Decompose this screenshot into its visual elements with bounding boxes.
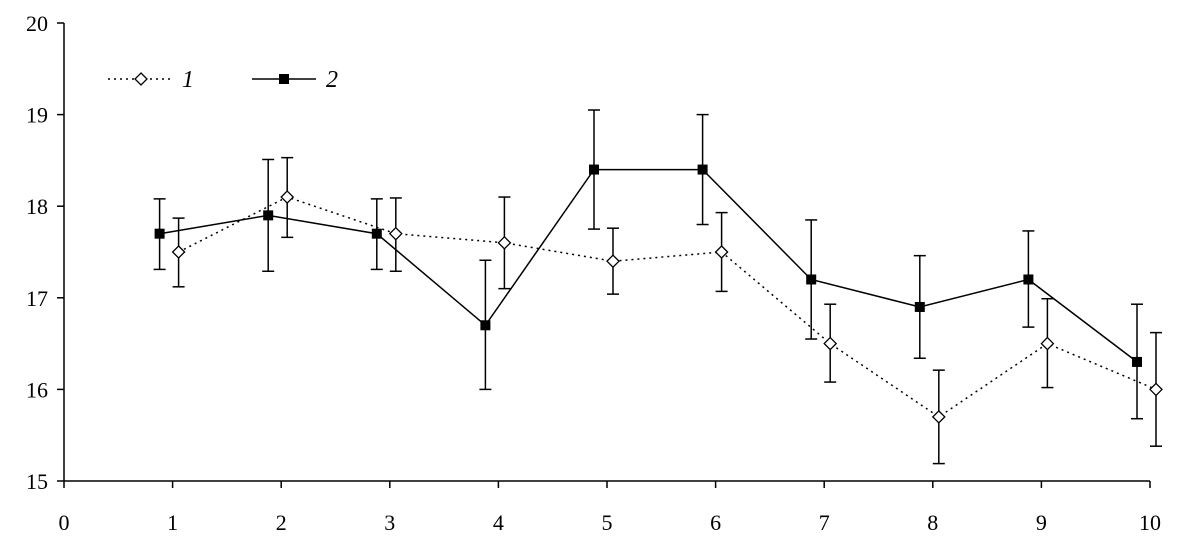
data-point-square [263, 210, 274, 221]
x-tick-label: 4 [493, 510, 504, 535]
data-point-diamond [388, 226, 403, 241]
y-tick-label: 20 [26, 11, 48, 36]
legend-marker-2 [279, 74, 289, 84]
series-group [153, 109, 1163, 465]
x-tick-label: 10 [1139, 510, 1161, 535]
y-tick-label: 16 [26, 377, 48, 402]
data-point-diamond [280, 190, 295, 204]
data-point-diamond [1040, 336, 1055, 351]
legend-marker-1 [134, 72, 148, 86]
y-tick-label: 18 [26, 194, 48, 219]
y-tick-label: 15 [26, 469, 48, 494]
data-point-diamond [171, 245, 186, 259]
x-tick-label: 3 [384, 510, 395, 535]
data-point-square [697, 164, 708, 175]
data-point-diamond [606, 254, 620, 269]
data-point-square [1132, 356, 1142, 367]
data-point-square [371, 228, 382, 239]
x-tick-label: 6 [710, 510, 721, 535]
data-point-diamond [714, 245, 729, 259]
x-tick-label: 2 [276, 510, 287, 535]
legend-label-2: 2 [326, 67, 338, 93]
axes [63, 23, 1150, 482]
series-1 [171, 156, 1163, 465]
data-point-square [914, 301, 925, 312]
x-tick-label: 8 [927, 510, 938, 535]
data-point-diamond [931, 409, 946, 424]
x-tick-label: 0 [59, 510, 70, 535]
series-2 [153, 109, 1143, 420]
tick-group: 0 1 2 3 4 5 6 7 8 9 10 15 16 17 18 19 20 [26, 11, 1161, 535]
series-line-1 [178, 196, 1157, 418]
legend-label-1: 1 [182, 67, 194, 93]
y-tick-label: 19 [26, 103, 48, 128]
x-tick-label: 1 [167, 510, 178, 535]
data-point-square [154, 228, 165, 239]
series-line-2 [159, 168, 1138, 363]
x-tick-label: 9 [1036, 510, 1047, 535]
data-point-square [1023, 274, 1034, 285]
y-tick-label: 17 [26, 286, 48, 311]
data-point-square [806, 274, 817, 285]
data-point-diamond [823, 336, 838, 351]
data-point-diamond [1149, 382, 1163, 397]
legend: 1 2 [108, 67, 338, 93]
x-tick-label: 7 [819, 510, 830, 535]
data-point-diamond [497, 235, 512, 250]
data-point-square [589, 164, 599, 175]
data-point-square [480, 320, 491, 331]
x-tick-label: 5 [602, 510, 613, 535]
